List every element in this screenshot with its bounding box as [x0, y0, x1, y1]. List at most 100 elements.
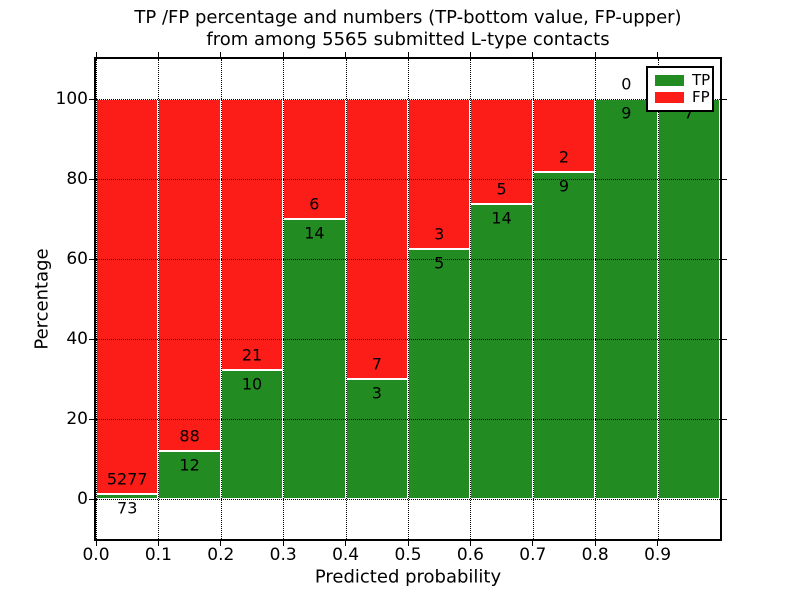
bar-segment-tp [532, 171, 596, 499]
x-tick-label: 0.5 [394, 545, 422, 565]
gridline-horizontal [96, 259, 720, 260]
gridline-vertical [470, 59, 472, 539]
y-tick-mark-right [722, 178, 727, 180]
legend-swatch-tp-icon [655, 74, 684, 86]
chart-title-line2: from among 5565 submitted L-type contact… [206, 29, 610, 50]
legend-label: FP [692, 88, 710, 107]
y-tick-mark-right [722, 418, 727, 420]
bar-segment-fp [470, 99, 533, 205]
x-tick-mark-top [407, 52, 409, 57]
bar-count-fp: 3 [434, 224, 445, 244]
legend-item: TP [655, 72, 710, 88]
x-tick-mark [469, 541, 471, 546]
x-tick-label: 0.4 [332, 545, 360, 565]
x-axis-label: Predicted probability [314, 566, 502, 588]
gridline-horizontal [96, 499, 720, 500]
x-tick-mark-top [157, 52, 159, 57]
legend-label: TP [692, 70, 711, 89]
bar-segment-tp [345, 379, 408, 499]
x-tick-mark-top [657, 52, 659, 57]
y-tick-label: 20 [66, 409, 88, 429]
x-tick-label: 0.6 [456, 545, 484, 565]
x-tick-label: 0.2 [207, 545, 235, 565]
bar-count-tp: 14 [304, 223, 325, 243]
y-tick-label: 0 [77, 489, 88, 509]
bar-segment-tp [283, 219, 346, 499]
bar-segment-fp [408, 99, 471, 249]
gridline-horizontal [96, 339, 720, 340]
bar-count-tp: 5 [434, 253, 445, 273]
x-tick-mark [95, 541, 97, 546]
gridline-vertical [657, 59, 659, 539]
legend-item: FP [655, 90, 710, 105]
y-tick-label: 80 [66, 169, 88, 189]
x-tick-mark [157, 541, 159, 546]
bar-segment-tp [408, 249, 471, 499]
bar-count-fp: 5 [496, 179, 507, 199]
gridline-vertical [220, 59, 222, 539]
x-tick-label: 0.1 [144, 545, 172, 565]
gridline-vertical [158, 59, 160, 539]
x-tick-mark [407, 541, 409, 546]
bar-count-fp: 7 [371, 354, 382, 374]
y-tick-mark-right [722, 498, 727, 500]
gridline-vertical [408, 59, 409, 539]
bar-segment-fp [345, 99, 408, 379]
x-tick-mark [220, 541, 222, 546]
bar-segment-tp [595, 99, 658, 499]
bar-count-fp: 0 [621, 74, 632, 94]
x-tick-mark-top [282, 52, 284, 57]
bar-segment-fp [96, 99, 159, 494]
x-tick-label: 0.8 [581, 545, 609, 565]
legend: TP FP [646, 66, 714, 112]
gridline-vertical [96, 59, 97, 539]
y-tick-mark [89, 338, 94, 340]
y-tick-mark-right [722, 338, 727, 340]
y-tick-mark [89, 178, 94, 180]
bar-segment-fp [532, 99, 596, 172]
bar-count-tp: 14 [491, 208, 512, 228]
bar-count-tp: 9 [558, 176, 570, 196]
y-tick-mark [89, 498, 94, 500]
gridline-horizontal [96, 179, 720, 180]
bar-count-tp: 7 [683, 103, 694, 123]
gridline-vertical [345, 59, 347, 539]
bar-segment-tp [657, 99, 720, 499]
x-tick-mark-top [95, 52, 97, 57]
x-tick-mark-top [345, 52, 347, 57]
bar-count-fp: 2 [558, 147, 570, 167]
y-tick-mark-right [722, 98, 727, 100]
x-tick-mark [657, 541, 659, 546]
bar-segment-fp [283, 99, 346, 219]
bar-segment-fp [220, 99, 284, 370]
x-tick-mark-top [469, 52, 471, 57]
x-tick-mark [594, 541, 596, 546]
x-tick-label: 0.0 [82, 545, 110, 565]
bar-segment-tp [470, 204, 533, 499]
y-tick-mark-right [722, 258, 727, 260]
bar-count-fp: 6 [309, 194, 320, 214]
bar-count-fp: 88 [179, 426, 200, 446]
chart-title-line1: TP /FP percentage and numbers (TP-bottom… [134, 7, 682, 28]
x-tick-mark [282, 541, 284, 546]
x-tick-label: 0.3 [269, 545, 297, 565]
gridline-horizontal [96, 419, 720, 420]
y-tick-label: 40 [66, 329, 88, 349]
x-tick-mark-top [220, 52, 222, 57]
chart-title: TP /FP percentage and numbers (TP-bottom… [134, 7, 681, 51]
y-tick-mark [89, 258, 94, 260]
bar-count-tp: 10 [241, 374, 263, 394]
legend-swatch-fp-icon [655, 92, 684, 104]
bar-count-tp: 12 [179, 455, 200, 475]
bar-segment-tp [220, 369, 284, 499]
gridline-vertical [283, 59, 285, 539]
x-tick-mark-top [532, 52, 534, 57]
bar-segment-fp [158, 99, 221, 451]
x-tick-label: 0.9 [644, 545, 672, 565]
bar-count-fp: 5277 [106, 469, 148, 489]
y-tick-mark [89, 98, 94, 100]
bar-count-fp: 21 [241, 345, 263, 365]
bar-count-tp: 3 [371, 383, 382, 403]
